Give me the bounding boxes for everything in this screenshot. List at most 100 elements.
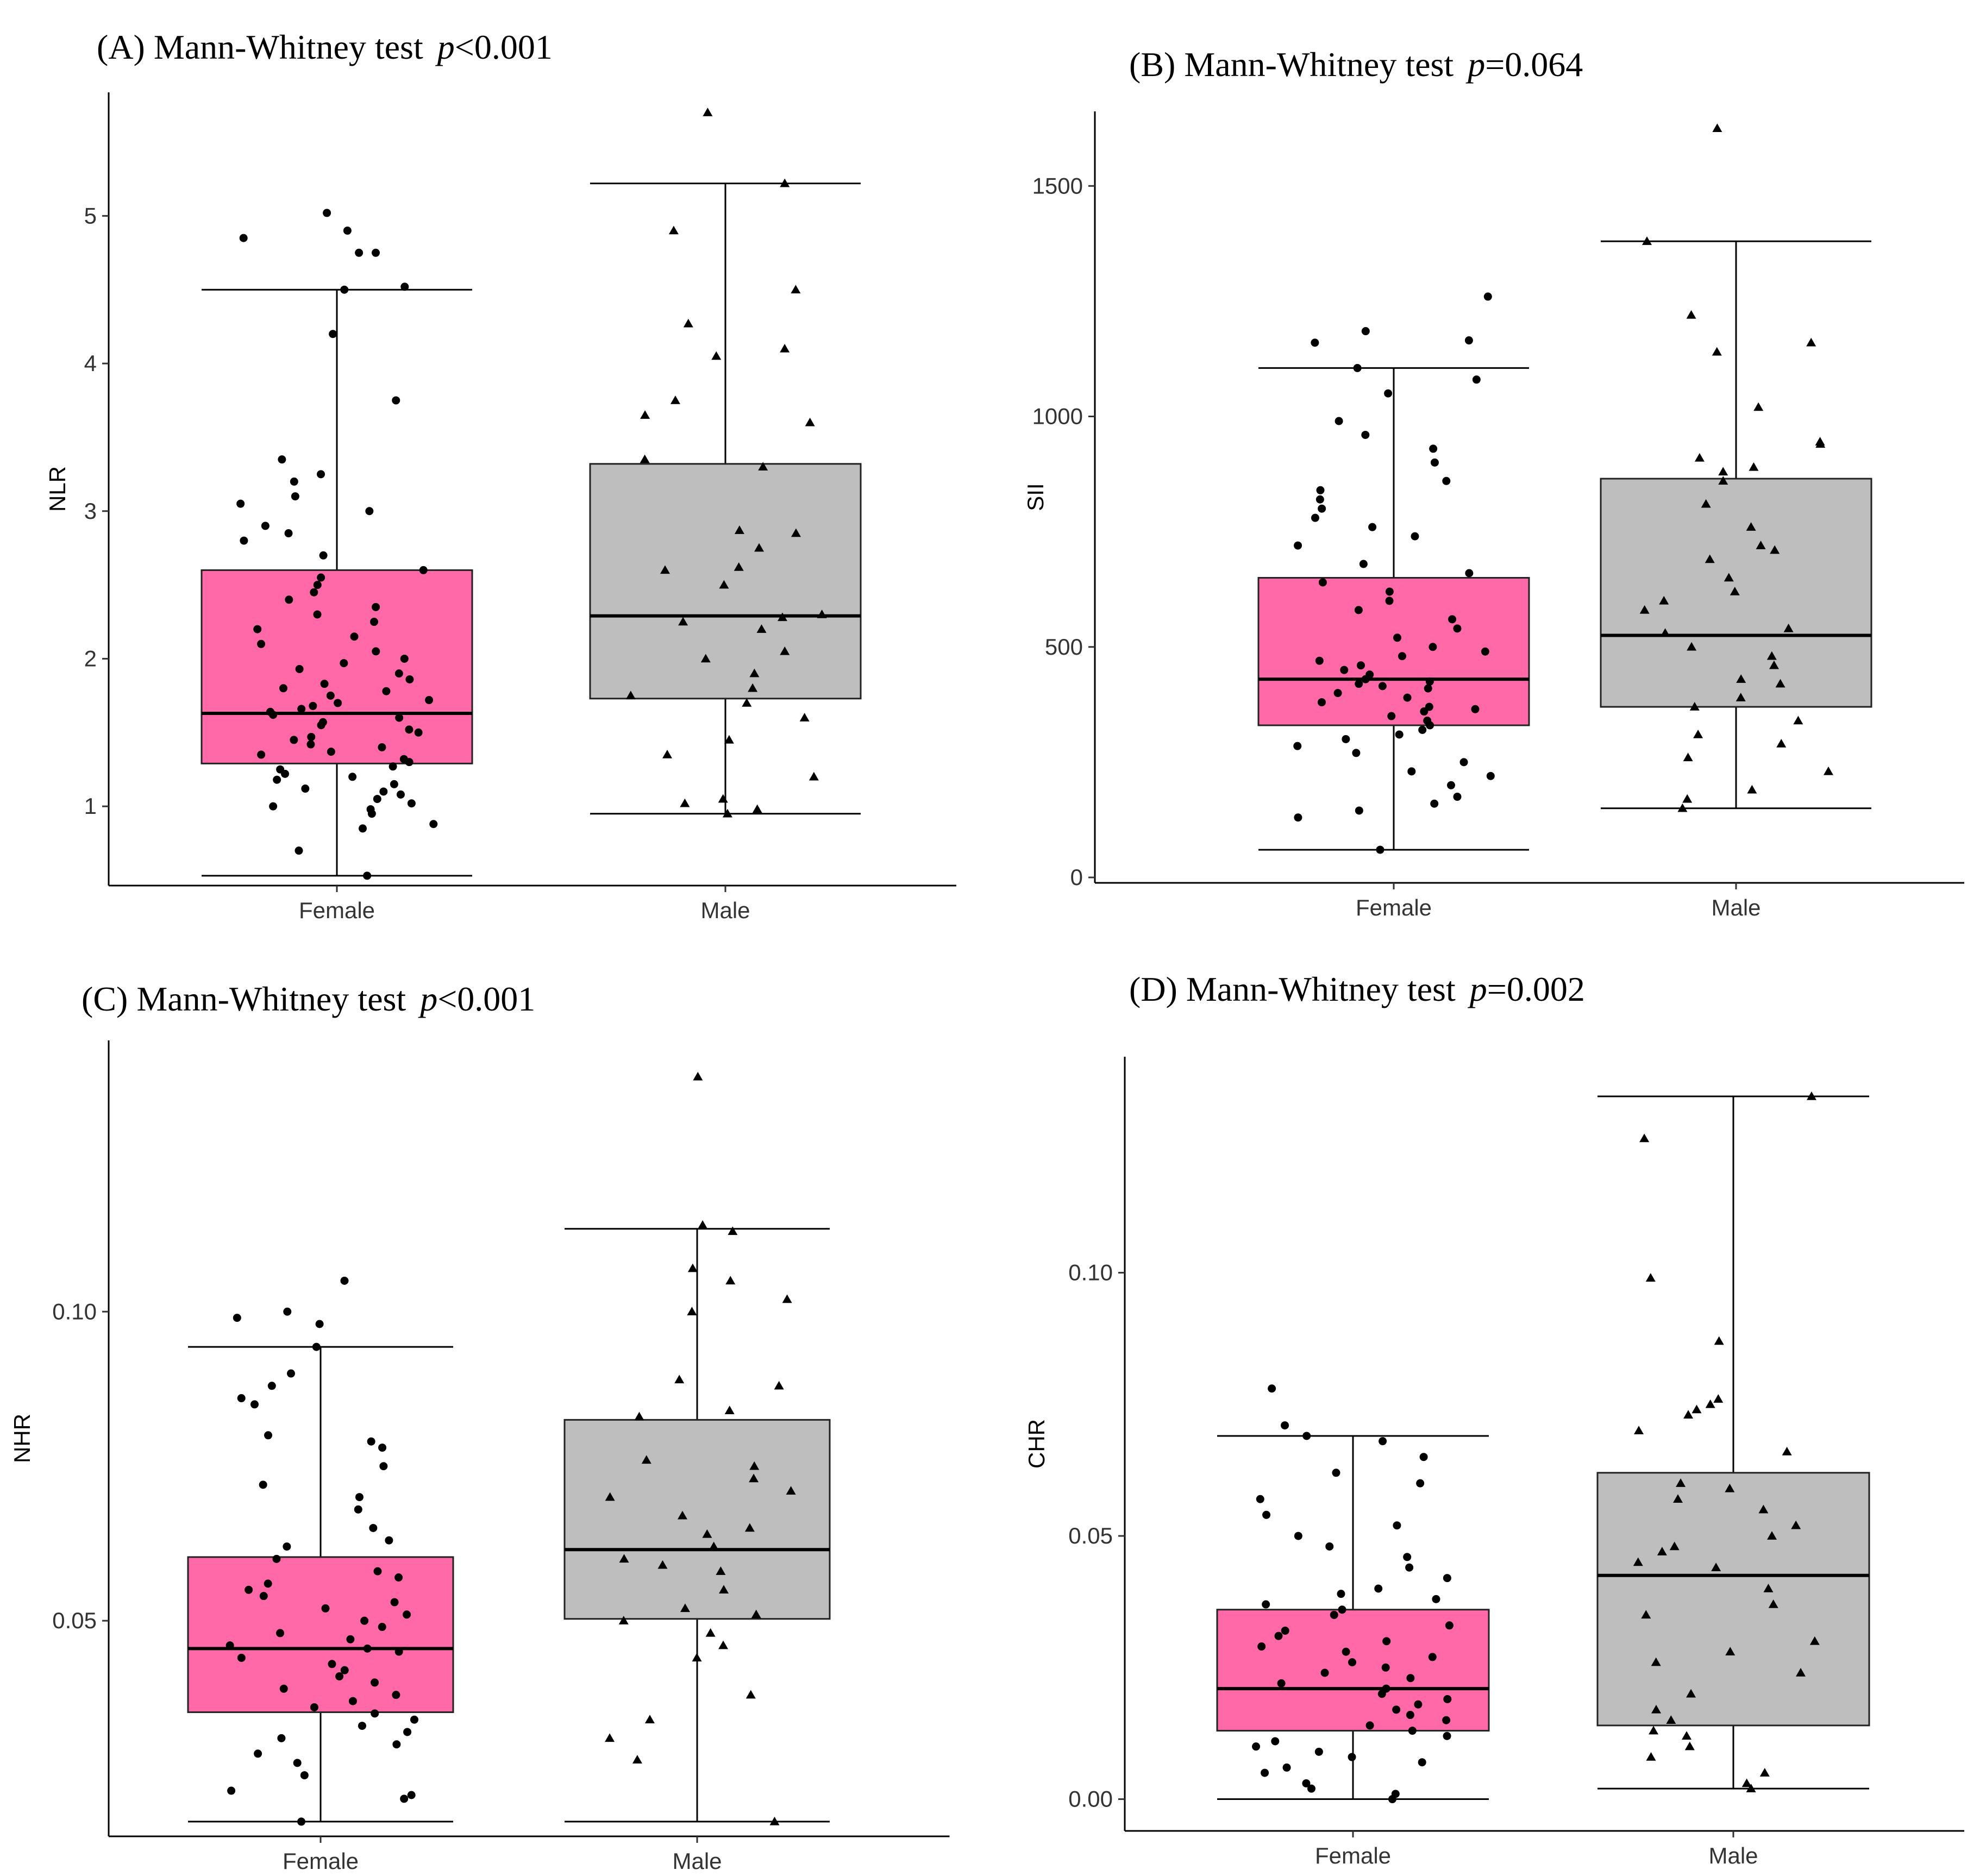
data-point [297,705,306,713]
data-point [1453,793,1462,801]
data-point [340,1666,349,1674]
data-point [1657,1547,1667,1555]
data-point [429,820,438,829]
data-point [354,1505,362,1514]
data-point [1314,1747,1323,1756]
data-point [1423,717,1432,725]
data-point [319,551,328,560]
data-point [1294,1532,1302,1540]
data-point [1672,1494,1683,1503]
y-tick-label: 2 [84,645,97,671]
data-point [363,871,372,880]
data-point [1382,1684,1390,1693]
data-point [716,1566,726,1575]
data-point [734,562,744,571]
data-point [1639,1133,1650,1143]
data-point [1747,785,1757,794]
data-point [326,691,335,700]
x-tick-label: Male [1708,1843,1758,1868]
data-point [1691,1404,1702,1414]
data-point [1385,587,1394,596]
title-p-value: =0.064 [1485,45,1583,84]
data-point [1686,1689,1696,1698]
data-point [278,455,286,464]
data-point [379,1462,388,1471]
data-point [400,283,409,291]
data-point [419,566,428,574]
y-tick-label: 3 [84,498,97,524]
data-point [389,762,397,771]
data-point [279,1684,288,1693]
x-tick-label: Male [700,898,750,923]
data-point [1677,803,1688,812]
data-point [1318,578,1327,587]
data-point [1342,1647,1350,1656]
data-point [1406,1711,1414,1720]
panel-b: (B) Mann-Whitney test p=0.064 0 500 1000 150… [1023,45,1964,920]
data-point [403,1610,411,1619]
data-point [748,683,758,692]
data-point [1651,1657,1661,1666]
y-tick-label: 1 [84,793,97,819]
title-p-symbol: p [418,980,437,1018]
data-point [1348,1753,1356,1761]
data-point [1352,749,1361,757]
title-p-value: <0.001 [455,28,553,66]
data-point [297,1817,306,1826]
data-point [1809,1636,1820,1645]
data-point [373,795,381,804]
y-tick-label: 0.05 [1068,1523,1113,1548]
data-point [365,507,374,516]
data-point [1294,541,1302,550]
data-point [395,713,404,722]
data-point [749,668,760,677]
data-point [1337,1590,1345,1598]
data-point [328,1660,336,1668]
data-point [702,1529,712,1538]
data-point [605,1733,615,1742]
data-point [385,1536,393,1545]
data-point [1443,1695,1452,1703]
data-point [340,659,348,668]
y-axis-title: CHR [1024,1419,1049,1469]
title-prefix: (A) Mann-Whitney test [97,28,432,66]
data-point [1766,651,1777,660]
data-point [1669,1541,1680,1551]
data-point [1483,292,1492,301]
data-point [1374,1584,1383,1593]
data-point [1758,1504,1769,1514]
data-point [1682,794,1693,803]
data-point [1418,1758,1426,1767]
data-point [334,699,342,707]
data-point [254,1749,262,1758]
data-point [678,617,688,626]
iqr-box [563,1419,831,1620]
data-point [1311,513,1319,522]
data-point [273,775,281,784]
data-point [405,725,414,734]
data-point [698,1220,708,1229]
data-point [1376,845,1384,854]
data-point [290,477,298,486]
data-point [240,536,248,545]
data-point [1333,689,1342,698]
data-point [605,1492,615,1501]
data-point [350,632,359,641]
data-point [780,343,790,353]
data-point [407,1791,416,1799]
data-point [410,1715,418,1724]
data-point [1775,679,1785,688]
data-point [711,351,722,360]
data-point [276,765,285,774]
data-point [369,618,378,626]
data-point [283,1542,291,1551]
data-point [780,646,790,655]
data-point [236,499,245,508]
data-point [1746,1784,1756,1792]
data-point [687,1307,697,1316]
data-point [1281,1421,1289,1430]
data-point [1770,545,1780,554]
data-point [378,1623,386,1632]
data-point [1724,573,1734,582]
